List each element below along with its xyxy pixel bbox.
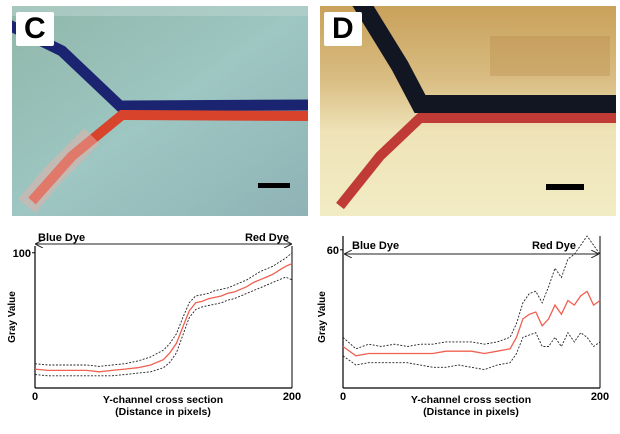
x-tick-label: 0: [340, 391, 346, 403]
chart-c: Blue Dye Red Dye Gray Value Y-channel cr…: [0, 222, 310, 428]
x-axis-label: Y-channel cross section: [411, 394, 531, 406]
x-tick-label: 200: [283, 391, 301, 403]
panel-c-image: [12, 6, 308, 216]
scale-bar: [258, 183, 290, 188]
series-upper-line: [343, 236, 600, 349]
x-tick-label: 0: [32, 391, 38, 403]
y-axis-label: Gray Value: [317, 291, 328, 343]
chart-d: Blue Dye Red Dye Gray Value Y-channel cr…: [310, 222, 620, 428]
panel-d-image: [320, 6, 616, 216]
panel-c-photo: C: [12, 6, 308, 216]
panel-label-c: C: [16, 12, 54, 46]
series-upper-line: [35, 253, 292, 367]
x-tick-label: 200: [591, 391, 609, 403]
blue-dye-label: Blue Dye: [38, 232, 85, 244]
x-axis-label: Y-channel cross section: [103, 394, 223, 406]
panel-d-photo: D: [320, 6, 616, 216]
x-axis-sublabel: (Distance in pixels): [115, 406, 211, 418]
scale-bar: [546, 184, 584, 190]
series-mean-line: [35, 264, 292, 372]
red-dye-label: Red Dye: [245, 232, 289, 244]
y-tick-label: 100: [13, 248, 31, 260]
y-tick-label: 60: [327, 245, 339, 257]
blue-dye-label: Blue Dye: [352, 240, 399, 252]
series-lower-line: [35, 277, 292, 376]
y-axis-label: Gray Value: [7, 291, 18, 343]
x-axis-sublabel: (Distance in pixels): [423, 406, 519, 418]
panel-label-d: D: [324, 12, 362, 46]
red-dye-label: Red Dye: [532, 240, 576, 252]
